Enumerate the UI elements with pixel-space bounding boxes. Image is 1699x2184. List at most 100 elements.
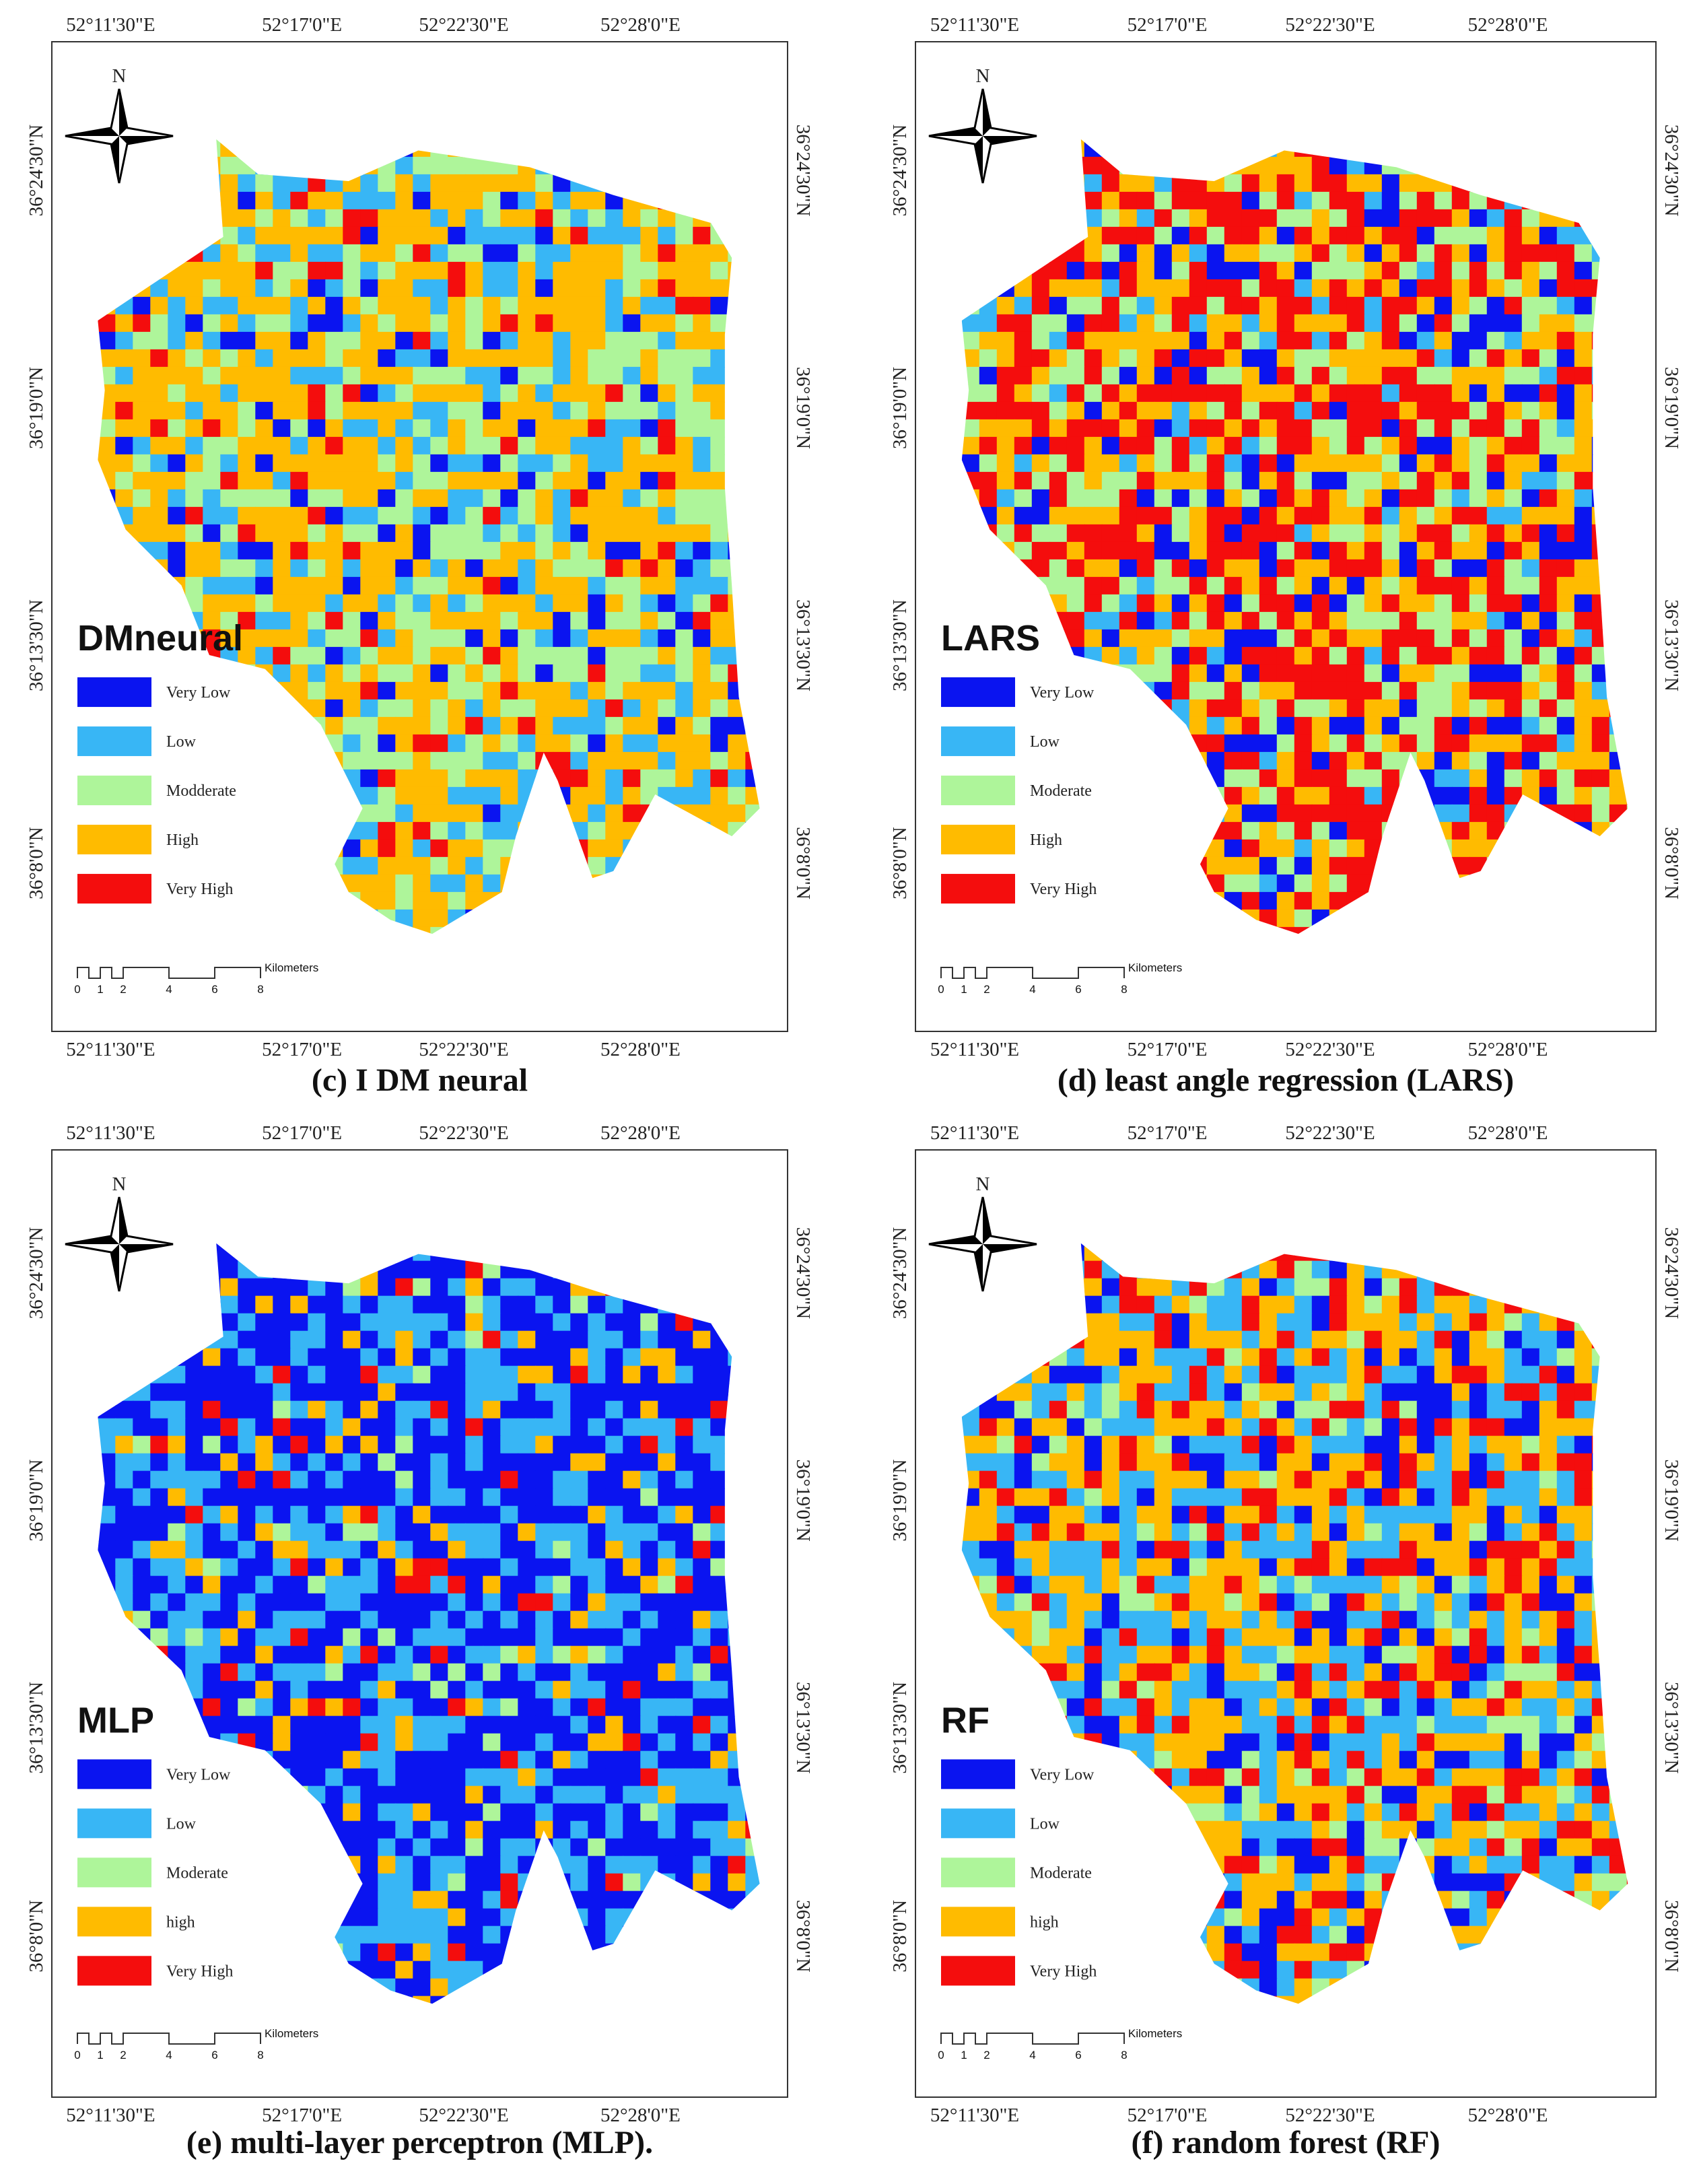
susceptibility-cell bbox=[1206, 331, 1225, 350]
susceptibility-cell bbox=[1591, 401, 1610, 420]
susceptibility-cell bbox=[1574, 751, 1593, 770]
susceptibility-cell bbox=[1416, 699, 1435, 718]
susceptibility-cell bbox=[115, 926, 134, 934]
susceptibility-cell bbox=[1066, 156, 1085, 175]
susceptibility-cell bbox=[168, 1505, 186, 1524]
susceptibility-cell bbox=[1574, 454, 1593, 473]
susceptibility-cell bbox=[605, 1558, 624, 1577]
susceptibility-cell bbox=[728, 821, 747, 840]
susceptibility-cell bbox=[1154, 594, 1173, 613]
susceptibility-cell bbox=[378, 1330, 396, 1349]
susceptibility-cell bbox=[465, 1610, 484, 1629]
susceptibility-cell bbox=[1031, 279, 1050, 298]
susceptibility-cell bbox=[1469, 699, 1488, 718]
susceptibility-cell bbox=[378, 139, 396, 158]
susceptibility-cell bbox=[1556, 909, 1575, 928]
susceptibility-cell bbox=[273, 769, 291, 788]
susceptibility-cell bbox=[308, 611, 326, 630]
susceptibility-cell bbox=[98, 1295, 116, 1314]
susceptibility-cell bbox=[1609, 524, 1628, 543]
susceptibility-cell bbox=[1469, 524, 1488, 543]
susceptibility-cell bbox=[605, 559, 624, 578]
susceptibility-cell bbox=[448, 524, 466, 543]
susceptibility-cell bbox=[220, 279, 239, 298]
susceptibility-cell bbox=[658, 1715, 677, 1734]
susceptibility-cell bbox=[1364, 611, 1383, 630]
susceptibility-cell bbox=[1259, 226, 1278, 245]
susceptibility-cell bbox=[133, 1295, 151, 1314]
susceptibility-cell bbox=[430, 1838, 449, 1857]
susceptibility-cell bbox=[255, 1330, 274, 1349]
longitude-label: 52°28'0"E bbox=[600, 14, 681, 36]
susceptibility-cell bbox=[1539, 401, 1558, 420]
susceptibility-cell bbox=[360, 331, 379, 350]
susceptibility-cell bbox=[343, 611, 361, 630]
susceptibility-cell bbox=[1399, 839, 1418, 858]
susceptibility-cell bbox=[1609, 769, 1628, 788]
susceptibility-cell bbox=[1189, 541, 1208, 560]
susceptibility-cell bbox=[658, 1330, 677, 1349]
susceptibility-cell bbox=[1276, 401, 1295, 420]
susceptibility-cell bbox=[1259, 909, 1278, 928]
susceptibility-cell bbox=[115, 209, 134, 228]
susceptibility-cell bbox=[693, 804, 712, 823]
susceptibility-cell bbox=[413, 629, 431, 648]
susceptibility-cell bbox=[605, 366, 624, 385]
susceptibility-cell bbox=[290, 1733, 309, 1752]
susceptibility-cell bbox=[658, 1803, 677, 1822]
susceptibility-cell bbox=[1521, 839, 1540, 858]
susceptibility-cell bbox=[1539, 226, 1558, 245]
susceptibility-cell bbox=[273, 541, 291, 560]
susceptibility-cell bbox=[255, 804, 274, 823]
susceptibility-cell bbox=[623, 1575, 642, 1594]
susceptibility-cell bbox=[220, 559, 239, 578]
susceptibility-cell bbox=[1311, 314, 1330, 333]
susceptibility-cell bbox=[1276, 646, 1295, 665]
susceptibility-cell bbox=[623, 244, 642, 263]
susceptibility-cell bbox=[308, 646, 326, 665]
susceptibility-cell bbox=[1451, 139, 1470, 158]
susceptibility-cell bbox=[483, 471, 501, 490]
susceptibility-cell bbox=[413, 874, 431, 893]
susceptibility-cell bbox=[518, 1505, 536, 1524]
susceptibility-cell bbox=[693, 1820, 712, 1839]
susceptibility-cell bbox=[273, 524, 291, 543]
susceptibility-cell bbox=[1294, 576, 1313, 595]
susceptibility-cell bbox=[728, 401, 747, 420]
susceptibility-cell bbox=[1609, 646, 1628, 665]
susceptibility-cell bbox=[1171, 401, 1190, 420]
susceptibility-cell bbox=[343, 489, 361, 508]
susceptibility-cell bbox=[1136, 471, 1155, 490]
susceptibility-cell bbox=[203, 524, 221, 543]
susceptibility-cell bbox=[98, 401, 116, 420]
susceptibility-cell bbox=[325, 1470, 344, 1489]
susceptibility-cell bbox=[518, 1680, 536, 1699]
susceptibility-cell bbox=[378, 1348, 396, 1367]
susceptibility-cell bbox=[290, 261, 309, 280]
susceptibility-cell bbox=[238, 279, 256, 298]
susceptibility-cell bbox=[500, 1610, 519, 1629]
susceptibility-cell bbox=[1101, 891, 1120, 910]
susceptibility-cell bbox=[1574, 874, 1593, 893]
panel-caption: (d) least angle regression (LARS) bbox=[1057, 1062, 1514, 1098]
susceptibility-cell bbox=[168, 1785, 186, 1804]
susceptibility-cell bbox=[1434, 594, 1453, 613]
susceptibility-cell bbox=[640, 1768, 659, 1787]
susceptibility-cell bbox=[430, 1330, 449, 1349]
susceptibility-cell bbox=[273, 1838, 291, 1857]
susceptibility-cell bbox=[1259, 804, 1278, 823]
susceptibility-cell bbox=[1329, 524, 1348, 543]
susceptibility-cell bbox=[1031, 541, 1050, 560]
susceptibility-cell bbox=[325, 611, 344, 630]
susceptibility-cell bbox=[290, 1278, 309, 1297]
susceptibility-cell bbox=[465, 1575, 484, 1594]
susceptibility-cell bbox=[308, 804, 326, 823]
susceptibility-cell bbox=[98, 1453, 116, 1472]
susceptibility-cell bbox=[1504, 821, 1523, 840]
susceptibility-cell bbox=[430, 174, 449, 193]
susceptibility-cell bbox=[150, 1295, 169, 1314]
susceptibility-cell bbox=[413, 1680, 431, 1699]
susceptibility-cell bbox=[255, 576, 274, 595]
susceptibility-cell bbox=[1119, 664, 1138, 683]
susceptibility-cell bbox=[1521, 261, 1540, 280]
